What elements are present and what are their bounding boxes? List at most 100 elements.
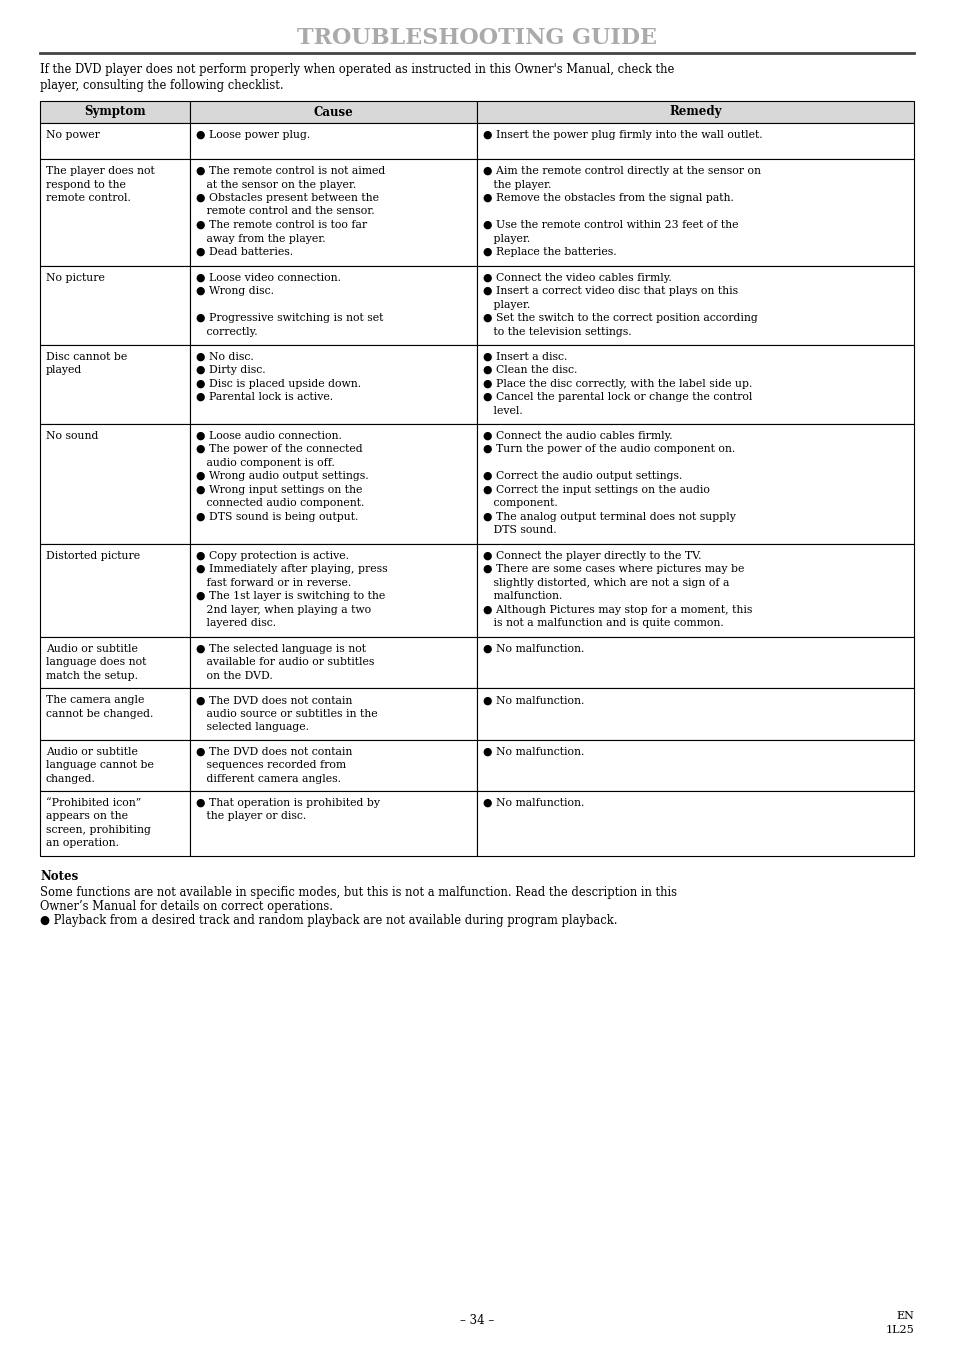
Bar — [191, 688, 476, 739]
Text: level.: level. — [482, 406, 522, 415]
Text: Remedy: Remedy — [669, 105, 721, 119]
Text: 2nd layer, when playing a two: 2nd layer, when playing a two — [196, 604, 371, 615]
Text: ● The 1st layer is switching to the: ● The 1st layer is switching to the — [196, 591, 385, 602]
Bar — [40, 159, 191, 266]
Bar — [40, 101, 191, 123]
Bar — [191, 637, 476, 688]
Text: audio component is off.: audio component is off. — [196, 457, 335, 468]
Text: slightly distorted, which are not a sign of a: slightly distorted, which are not a sign… — [482, 577, 729, 588]
Bar — [191, 424, 476, 544]
Bar — [191, 159, 476, 266]
Text: ● Correct the input settings on the audio: ● Correct the input settings on the audi… — [482, 484, 709, 495]
Text: ● Use the remote control within 23 feet of the: ● Use the remote control within 23 feet … — [482, 220, 738, 229]
Text: Audio or subtitle: Audio or subtitle — [46, 746, 138, 757]
Text: changed.: changed. — [46, 773, 95, 784]
Bar — [476, 266, 913, 344]
Text: ● Wrong input settings on the: ● Wrong input settings on the — [196, 484, 362, 495]
Text: ● Insert a disc.: ● Insert a disc. — [482, 352, 567, 362]
Text: player, consulting the following checklist.: player, consulting the following checkli… — [40, 80, 283, 92]
Bar — [40, 544, 191, 637]
Text: ● Dirty disc.: ● Dirty disc. — [196, 366, 266, 375]
Text: fast forward or in reverse.: fast forward or in reverse. — [196, 577, 352, 588]
Text: No sound: No sound — [46, 430, 98, 441]
Text: ● That operation is prohibited by: ● That operation is prohibited by — [196, 799, 380, 808]
Text: – 34 –: – 34 – — [459, 1314, 494, 1327]
Text: ● No malfunction.: ● No malfunction. — [482, 746, 584, 757]
Bar — [40, 637, 191, 688]
Text: ● Disc is placed upside down.: ● Disc is placed upside down. — [196, 379, 361, 389]
Bar — [40, 791, 191, 857]
Text: Notes: Notes — [40, 870, 78, 884]
Text: ● Remove the obstacles from the signal path.: ● Remove the obstacles from the signal p… — [482, 193, 733, 202]
Bar — [476, 791, 913, 857]
Text: available for audio or subtitles: available for audio or subtitles — [196, 657, 375, 668]
Bar — [476, 544, 913, 637]
Text: Cause: Cause — [314, 105, 354, 119]
Text: EN: EN — [895, 1311, 913, 1321]
Text: language cannot be: language cannot be — [46, 759, 153, 770]
Bar — [191, 266, 476, 344]
Text: ● The power of the connected: ● The power of the connected — [196, 444, 362, 455]
Text: Symptom: Symptom — [84, 105, 146, 119]
Text: remote control.: remote control. — [46, 193, 131, 202]
Text: ● Replace the batteries.: ● Replace the batteries. — [482, 247, 616, 258]
Text: ● Insert the power plug firmly into the wall outlet.: ● Insert the power plug firmly into the … — [482, 130, 761, 140]
Bar — [476, 424, 913, 544]
Text: selected language.: selected language. — [196, 722, 309, 733]
Bar — [476, 739, 913, 791]
Text: respond to the: respond to the — [46, 179, 126, 189]
Bar — [476, 688, 913, 739]
Text: ● Dead batteries.: ● Dead batteries. — [196, 247, 294, 258]
Text: ● No malfunction.: ● No malfunction. — [482, 695, 584, 706]
Bar — [40, 739, 191, 791]
Bar — [191, 544, 476, 637]
Bar — [191, 123, 476, 159]
Text: ● Wrong disc.: ● Wrong disc. — [196, 286, 274, 295]
Text: ● Correct the audio output settings.: ● Correct the audio output settings. — [482, 471, 681, 482]
Text: ● Connect the audio cables firmly.: ● Connect the audio cables firmly. — [482, 430, 672, 441]
Text: 1L25: 1L25 — [884, 1325, 913, 1336]
Text: ● The analog output terminal does not supply: ● The analog output terminal does not su… — [482, 511, 735, 522]
Text: ● Clean the disc.: ● Clean the disc. — [482, 366, 577, 375]
Text: remote control and the sensor.: remote control and the sensor. — [196, 206, 375, 216]
Text: ● Progressive switching is not set: ● Progressive switching is not set — [196, 313, 383, 324]
Text: ● No malfunction.: ● No malfunction. — [482, 643, 584, 654]
Bar — [476, 344, 913, 424]
Text: correctly.: correctly. — [196, 326, 257, 337]
Text: malfunction.: malfunction. — [482, 591, 561, 602]
Text: ● Connect the video cables firmly.: ● Connect the video cables firmly. — [482, 272, 671, 282]
Text: No picture: No picture — [46, 272, 105, 282]
Text: The camera angle: The camera angle — [46, 695, 144, 706]
Text: Audio or subtitle: Audio or subtitle — [46, 643, 138, 654]
Text: away from the player.: away from the player. — [196, 233, 326, 244]
Bar — [476, 123, 913, 159]
Text: at the sensor on the player.: at the sensor on the player. — [196, 179, 356, 189]
Bar — [40, 123, 191, 159]
Text: the player or disc.: the player or disc. — [196, 812, 306, 822]
Bar — [40, 344, 191, 424]
Text: ● Loose audio connection.: ● Loose audio connection. — [196, 430, 342, 441]
Text: If the DVD player does not perform properly when operated as instructed in this : If the DVD player does not perform prope… — [40, 63, 674, 76]
Text: ● Immediately after playing, press: ● Immediately after playing, press — [196, 564, 388, 575]
Text: different camera angles.: different camera angles. — [196, 773, 341, 784]
Text: language does not: language does not — [46, 657, 146, 668]
Bar — [40, 266, 191, 344]
Text: ● Cancel the parental lock or change the control: ● Cancel the parental lock or change the… — [482, 393, 752, 402]
Text: ● Connect the player directly to the TV.: ● Connect the player directly to the TV. — [482, 550, 700, 561]
Text: ● There are some cases where pictures may be: ● There are some cases where pictures ma… — [482, 564, 743, 575]
Text: appears on the: appears on the — [46, 812, 128, 822]
Text: Owner’s Manual for details on correct operations.: Owner’s Manual for details on correct op… — [40, 900, 333, 913]
Text: “Prohibited icon”: “Prohibited icon” — [46, 799, 141, 808]
Text: DTS sound.: DTS sound. — [482, 525, 556, 536]
Text: ● Turn the power of the audio component on.: ● Turn the power of the audio component … — [482, 444, 735, 455]
Text: an operation.: an operation. — [46, 839, 119, 849]
Text: player.: player. — [482, 299, 530, 310]
Bar — [476, 159, 913, 266]
Bar — [191, 739, 476, 791]
Text: ● DTS sound is being output.: ● DTS sound is being output. — [196, 511, 358, 522]
Text: on the DVD.: on the DVD. — [196, 670, 273, 681]
Text: ● The remote control is not aimed: ● The remote control is not aimed — [196, 166, 385, 175]
Text: connected audio component.: connected audio component. — [196, 498, 364, 509]
Text: screen, prohibiting: screen, prohibiting — [46, 826, 151, 835]
Text: player.: player. — [482, 233, 530, 244]
